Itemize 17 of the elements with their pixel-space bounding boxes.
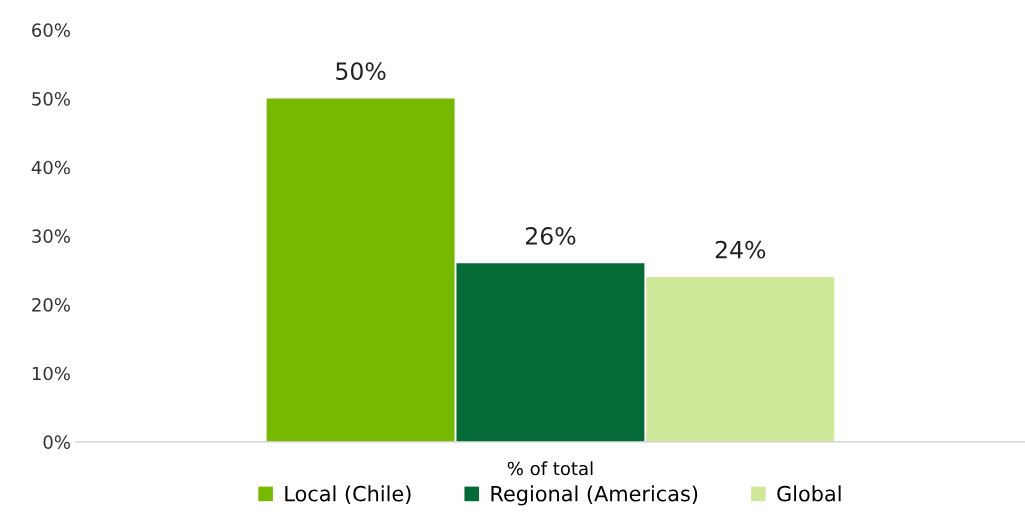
y-tick-label: 20%	[32, 298, 70, 312]
data-label: 26%	[525, 227, 576, 245]
bar	[456, 263, 645, 442]
bar	[266, 98, 455, 442]
legend-label: Regional (Americas)	[491, 485, 698, 506]
y-tick-label: 0%	[43, 435, 70, 449]
y-tick-label: 50%	[32, 92, 70, 106]
y-tick-label: 60%	[32, 23, 70, 37]
y-tick-label: 30%	[32, 229, 70, 243]
y-tick-label: 40%	[31, 160, 70, 175]
y-tick-label: 10%	[32, 366, 70, 381]
legend-label: Local (Chile)	[285, 485, 411, 504]
x-tick-label: % of total	[507, 461, 593, 476]
bar	[646, 277, 835, 442]
data-label: 24%	[715, 240, 766, 259]
data-label: 50%	[336, 62, 386, 81]
legend-label: Global	[777, 485, 841, 502]
